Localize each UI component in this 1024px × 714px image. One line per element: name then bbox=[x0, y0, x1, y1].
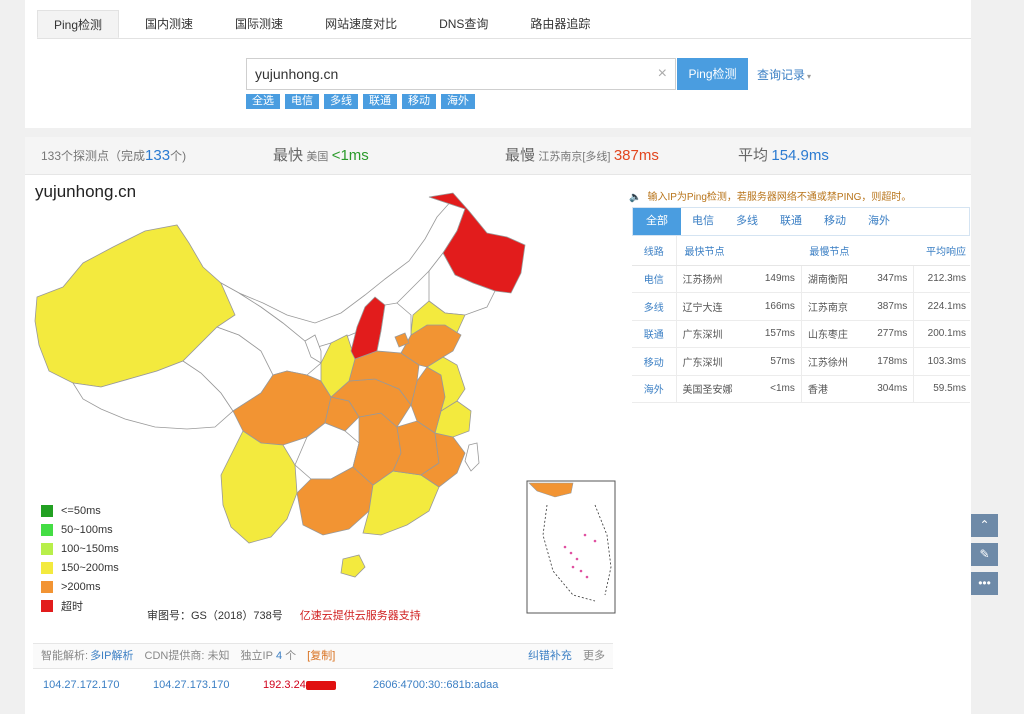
ip-address-highlighted[interactable]: 192.3.24 bbox=[263, 671, 336, 699]
redaction-mark bbox=[305, 680, 336, 690]
more-button[interactable]: ••• bbox=[971, 572, 998, 595]
cdn-provider: CDN提供商: 未知 bbox=[144, 650, 230, 662]
map-legend: <=50ms 50~100ms 100~150ms 150~200ms >200… bbox=[41, 501, 119, 615]
ip-count-label: 独立IP bbox=[240, 650, 273, 662]
average-stat: 平均 154.9ms bbox=[738, 147, 829, 164]
legend-swatch bbox=[41, 542, 53, 555]
slowest-stat: 最慢 江苏南京[多线] 387ms bbox=[505, 147, 659, 164]
tab-ping[interactable]: Ping检测 bbox=[37, 10, 120, 38]
region-fujian bbox=[420, 432, 466, 488]
fix-link[interactable]: 纠错补充 bbox=[527, 650, 572, 662]
tool-tabs: Ping检测 国内测速 国际测速 网站速度对比 DNS查询 路由器追踪 bbox=[37, 10, 616, 38]
probe-count: 133个探测点（完成133个) bbox=[41, 147, 187, 164]
region-beijing bbox=[394, 332, 410, 348]
legend-item: 50~100ms bbox=[41, 520, 119, 539]
smart-resolve-label: 智能解析: bbox=[41, 650, 89, 662]
region-shaanxi bbox=[320, 334, 356, 398]
history-dropdown[interactable]: 查询记录 ▾ bbox=[757, 66, 811, 83]
result-tab-mobile[interactable]: 移动 bbox=[824, 215, 846, 227]
tab-site-compare[interactable]: 网站速度对比 bbox=[325, 17, 398, 31]
host-input[interactable] bbox=[247, 59, 637, 89]
tabs-divider bbox=[37, 38, 971, 39]
region-yunnan bbox=[220, 430, 298, 544]
tab-traceroute[interactable]: 路由器追踪 bbox=[530, 17, 591, 31]
result-tab-all[interactable]: 全部 bbox=[633, 208, 681, 235]
line-filter-chips: 全选 电信 多线 联通 移动 海外 bbox=[246, 94, 480, 109]
result-tabs: 全部 电信 多线 联通 移动 海外 bbox=[632, 207, 970, 236]
ip-list: 104.27.172.170 104.27.173.170 192.3.24 2… bbox=[33, 671, 613, 699]
chevron-down-icon: ▾ bbox=[807, 72, 812, 81]
legend-item: <=50ms bbox=[41, 501, 119, 520]
legend-item: 150~200ms bbox=[41, 558, 119, 577]
speaker-icon: 🔈 bbox=[629, 192, 642, 203]
notice: 🔈 输入IP为Ping检测，若服务器网络不通或禁PING，则超时。 bbox=[629, 192, 912, 203]
region-jiangsu bbox=[426, 356, 466, 412]
main-panel: yujunhong.cn bbox=[25, 175, 971, 714]
back-to-top-button[interactable]: ⌃ bbox=[971, 514, 998, 537]
chip-unicom[interactable]: 联通 bbox=[363, 94, 397, 109]
top-panel: Ping检测 国内测速 国际测速 网站速度对比 DNS查询 路由器追踪 bbox=[25, 0, 971, 128]
ip-count-unit: 个 bbox=[285, 650, 297, 662]
region-hainan bbox=[340, 554, 366, 578]
table-header-row: 线路 最快节点 最慢节点 平均响应 bbox=[632, 236, 970, 266]
result-tab-unicom[interactable]: 联通 bbox=[780, 215, 802, 227]
map-footer: 审图号：GS（2018）738号 亿速云提供云服务器支持 bbox=[147, 607, 421, 623]
bottom-actions: 纠错补充 更多 bbox=[528, 644, 605, 668]
china-map bbox=[34, 192, 616, 614]
map-title: yujunhong.cn bbox=[35, 182, 137, 201]
tab-international-speed[interactable]: 国际测速 bbox=[235, 17, 284, 31]
table-row: 多线 辽宁大连 166ms 江苏南京 387ms 224.1ms bbox=[632, 292, 970, 321]
region-taiwan bbox=[464, 442, 480, 472]
region-jilin bbox=[428, 252, 496, 316]
feedback-button[interactable]: ✎ bbox=[971, 543, 998, 566]
multi-ip-link[interactable]: 多IP解析 bbox=[90, 650, 134, 662]
map-approval-number: 审图号：GS（2018）738号 bbox=[147, 610, 283, 622]
region-heilongjiang bbox=[428, 192, 526, 294]
search-box: × bbox=[246, 58, 676, 90]
legend-swatch bbox=[41, 523, 53, 536]
more-link[interactable]: 更多 bbox=[583, 650, 605, 662]
resolution-bar: 智能解析: 多IP解析 CDN提供商: 未知 独立IP 4 个 [复制] 纠错补充 更… bbox=[33, 643, 613, 669]
result-tab-overseas[interactable]: 海外 bbox=[868, 215, 890, 227]
chip-select-all[interactable]: 全选 bbox=[246, 94, 280, 109]
legend-item: 超时 bbox=[41, 596, 119, 615]
close-icon[interactable]: × bbox=[657, 65, 667, 82]
sponsor-link[interactable]: 亿速云提供云服务器支持 bbox=[299, 610, 421, 622]
region-shandong bbox=[400, 324, 462, 368]
ip-address[interactable]: 104.27.173.170 bbox=[153, 679, 230, 691]
result-tab-telecom[interactable]: 电信 bbox=[692, 215, 714, 227]
tab-dns[interactable]: DNS查询 bbox=[439, 17, 489, 31]
result-tab-multiline[interactable]: 多线 bbox=[736, 215, 758, 227]
copy-button[interactable]: [复制] bbox=[307, 650, 336, 662]
ip-address[interactable]: 2606:4700:30::681b:adaa bbox=[373, 679, 499, 691]
table-row: 移动 广东深圳 57ms 江苏徐州 178ms 103.3ms bbox=[632, 347, 970, 376]
chip-telecom[interactable]: 电信 bbox=[285, 94, 319, 109]
ip-count: 4 bbox=[275, 650, 283, 662]
legend-swatch bbox=[41, 504, 53, 517]
legend-swatch bbox=[41, 561, 53, 574]
ip-address[interactable]: 104.27.172.170 bbox=[43, 679, 120, 691]
chip-mobile[interactable]: 移动 bbox=[402, 94, 436, 109]
stats-bar: 133个探测点（完成133个) 最快 美国 <1ms 最慢 江苏南京[多线] 3… bbox=[25, 137, 971, 175]
fastest-stat: 最快 美国 <1ms bbox=[273, 147, 369, 164]
chip-overseas[interactable]: 海外 bbox=[441, 94, 475, 109]
history-label: 查询记录 bbox=[757, 68, 806, 82]
chip-multiline[interactable]: 多线 bbox=[324, 94, 358, 109]
table-row: 海外 美国圣安娜 <1ms 香港 304ms 59.5ms bbox=[632, 375, 970, 403]
legend-item: 100~150ms bbox=[41, 539, 119, 558]
result-table: 线路 最快节点 最慢节点 平均响应 电信 江苏扬州 149ms 湖南衡阳 347… bbox=[632, 236, 970, 403]
region-ningxia bbox=[304, 334, 322, 364]
south-china-sea-inset bbox=[526, 480, 616, 614]
table-row: 联通 广东深圳 157ms 山东枣庄 277ms 200.1ms bbox=[632, 320, 970, 348]
legend-item: >200ms bbox=[41, 577, 119, 596]
ping-button[interactable]: Ping检测 bbox=[677, 58, 748, 90]
tab-domestic-speed[interactable]: 国内测速 bbox=[145, 17, 194, 31]
legend-swatch bbox=[41, 599, 53, 612]
table-row: 电信 江苏扬州 149ms 湖南衡阳 347ms 212.3ms bbox=[632, 265, 970, 293]
legend-swatch bbox=[41, 580, 53, 593]
